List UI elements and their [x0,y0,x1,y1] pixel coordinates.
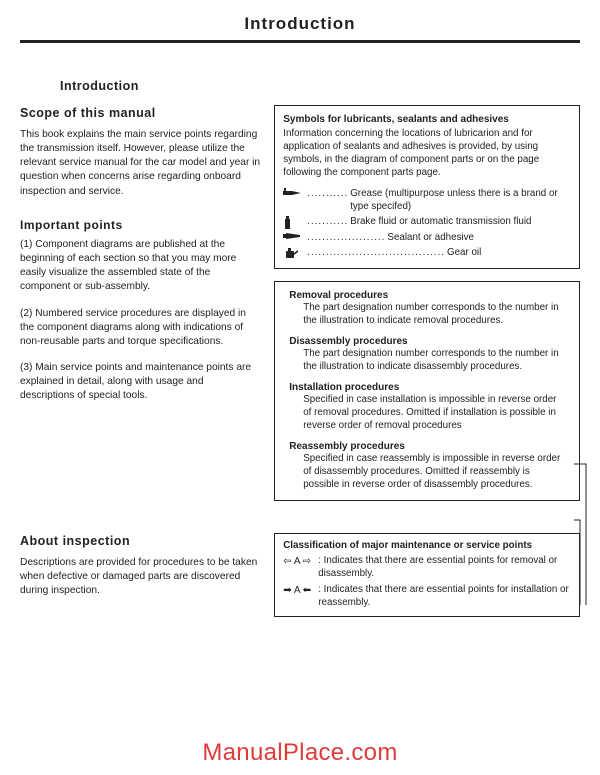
about-paragraph: Descriptions are provided for procedures… [20,556,260,598]
symbol-dots: ........... [307,216,348,229]
symbols-box-title: Symbols for lubricants, sealants and adh… [283,113,571,126]
two-column-layout: Scope of this manual This book explains … [20,105,580,513]
procedure-group: Reassembly procedures Specified in case … [283,440,571,492]
symbol-row: ........... Brake fluid or automatic tra… [283,216,571,230]
classification-text: : Indicates that there are essential poi… [318,584,571,610]
classification-wrap: Classification of major maintenance or s… [274,533,580,618]
classification-row: ➡ A ⬅ : Indicates that there are essenti… [283,584,571,610]
page-title-bar: Introduction [20,10,580,43]
procedure-group: Installation procedures Specified in cas… [283,381,571,433]
outline-arrow-icons: ⇦ A ⇨ [283,555,313,568]
procedure-desc: The part designation number corresponds … [289,302,567,328]
important-heading: Important points [20,217,260,234]
right-column: Symbols for lubricants, sealants and adh… [274,105,580,513]
procedure-group: Disassembly procedures The part designat… [283,335,571,374]
procedure-desc: Specified in case reassembly is impossib… [289,453,567,492]
important-point-2: (2) Numbered service procedures are disp… [20,307,260,349]
classification-text: : Indicates that there are essential poi… [318,555,571,581]
intro-heading: Introduction [60,79,139,93]
procedure-title: Removal procedures [289,289,567,302]
left-column: Scope of this manual This book explains … [20,105,260,513]
procedure-title: Installation procedures [289,381,567,394]
about-inspection-block: About inspection Descriptions are provid… [20,533,260,618]
grease-gun-icon [283,188,305,198]
symbols-box-intro: Information concerning the locations of … [283,128,571,180]
procedure-title: Disassembly procedures [289,335,567,348]
symbol-row: ........... Grease (multipurpose unless … [283,188,571,214]
symbol-dots: ..................... [307,232,385,245]
symbol-row: ..................................... Ge… [283,247,571,260]
symbols-box: Symbols for lubricants, sealants and adh… [274,105,580,269]
bottle-icon [283,216,305,230]
scope-heading: Scope of this manual [20,105,260,122]
about-heading: About inspection [20,533,260,550]
classification-title: Classification of major maintenance or s… [283,540,571,553]
symbol-row: ..................... Sealant or adhesiv… [283,232,571,245]
oil-can-icon [283,247,305,259]
symbol-text: Grease (multipurpose unless there is a b… [350,188,571,214]
symbol-text: Gear oil [447,247,571,260]
tube-icon [283,232,305,240]
important-point-1: (1) Component diagrams are published at … [20,238,260,294]
procedure-title: Reassembly procedures [289,440,567,453]
solid-arrow-icons: ➡ A ⬅ [283,584,313,597]
symbol-text: Sealant or adhesive [387,232,571,245]
bottom-row: About inspection Descriptions are provid… [20,533,580,618]
page-wrapper: Introduction Introduction Scope of this … [0,0,600,627]
page-title: Introduction [244,14,355,33]
scope-paragraph: This book explains the main service poin… [20,128,260,198]
symbol-text: Brake fluid or automatic transmission fl… [350,216,571,229]
important-point-3: (3) Main service points and maintenance … [20,361,260,403]
procedure-group: Removal procedures The part designation … [283,289,571,328]
symbol-dots: ..................................... [307,247,445,260]
classification-row: ⇦ A ⇨ : Indicates that there are essenti… [283,555,571,581]
symbol-dots: ........... [307,188,348,201]
procedure-desc: Specified in case installation is imposs… [289,394,567,433]
procedure-desc: The part designation number corresponds … [289,348,567,374]
footer-watermark: ManualPlace.com [0,739,600,767]
classification-box: Classification of major maintenance or s… [274,533,580,618]
procedures-box: Removal procedures The part designation … [274,281,580,501]
intro-heading-wrap: Introduction [60,77,580,95]
